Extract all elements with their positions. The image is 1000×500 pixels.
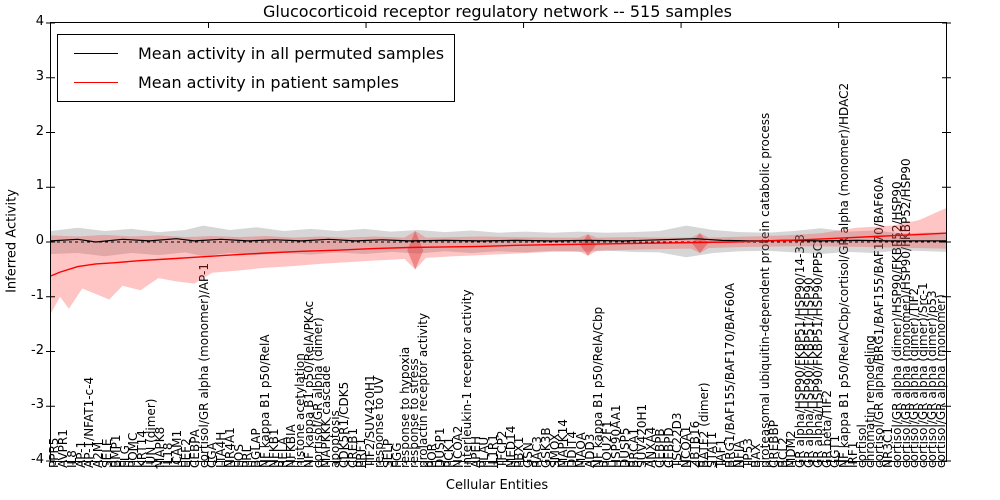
y-tick-label: -2 <box>31 342 44 358</box>
patient-confidence-band <box>51 208 946 314</box>
legend-item-label: Mean activity in patient samples <box>138 73 399 92</box>
y-tick-label: -1 <box>31 287 44 303</box>
legend-item: Mean activity in patient samples <box>58 68 444 97</box>
permuted-confidence-band <box>51 225 946 258</box>
y-tick-label: 4 <box>35 14 44 29</box>
x-axis-label: Cellular Entities <box>445 478 549 493</box>
legend-item: Mean activity in all permuted samples <box>58 39 444 68</box>
chart-canvas <box>46 22 951 465</box>
patient-spike-diamond <box>580 234 596 256</box>
patient-mean-line <box>50 232 947 277</box>
y-tick-label: 2 <box>35 123 44 139</box>
legend-box: Mean activity in all permuted samples Mea… <box>57 34 456 102</box>
legend-line-sample <box>74 53 118 54</box>
y-tick-label: 0 <box>35 233 44 248</box>
y-tick-label: 1 <box>35 178 44 194</box>
y-tick-label: 3 <box>35 68 44 84</box>
y-tick-label: -4 <box>31 452 44 467</box>
legend-item-label: Mean activity in all permuted samples <box>138 44 445 63</box>
legend-line-sample <box>74 82 118 83</box>
plot-area <box>46 22 951 465</box>
y-tick-label: -3 <box>31 397 44 413</box>
chart-title: Glucocorticoid receptor regulatory netwo… <box>263 2 732 21</box>
